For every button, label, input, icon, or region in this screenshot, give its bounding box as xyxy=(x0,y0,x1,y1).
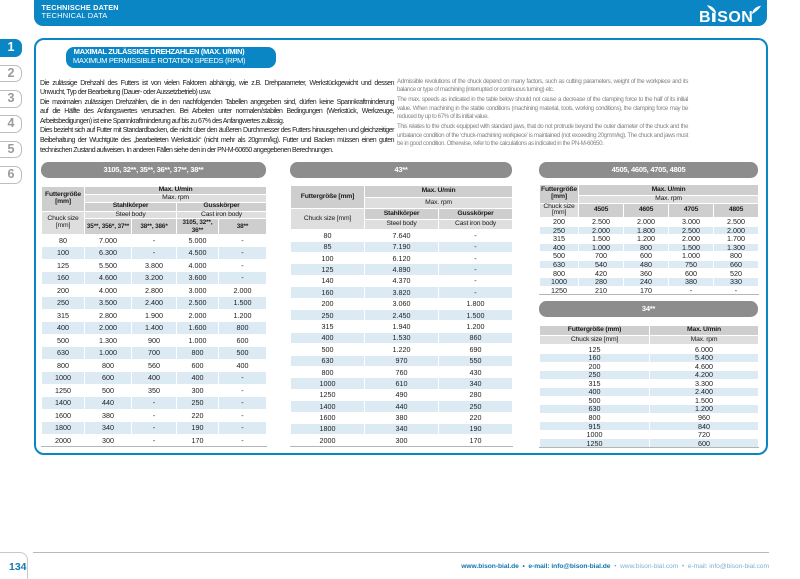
svg-text:B: B xyxy=(699,9,711,26)
svg-text:SON: SON xyxy=(717,9,753,26)
